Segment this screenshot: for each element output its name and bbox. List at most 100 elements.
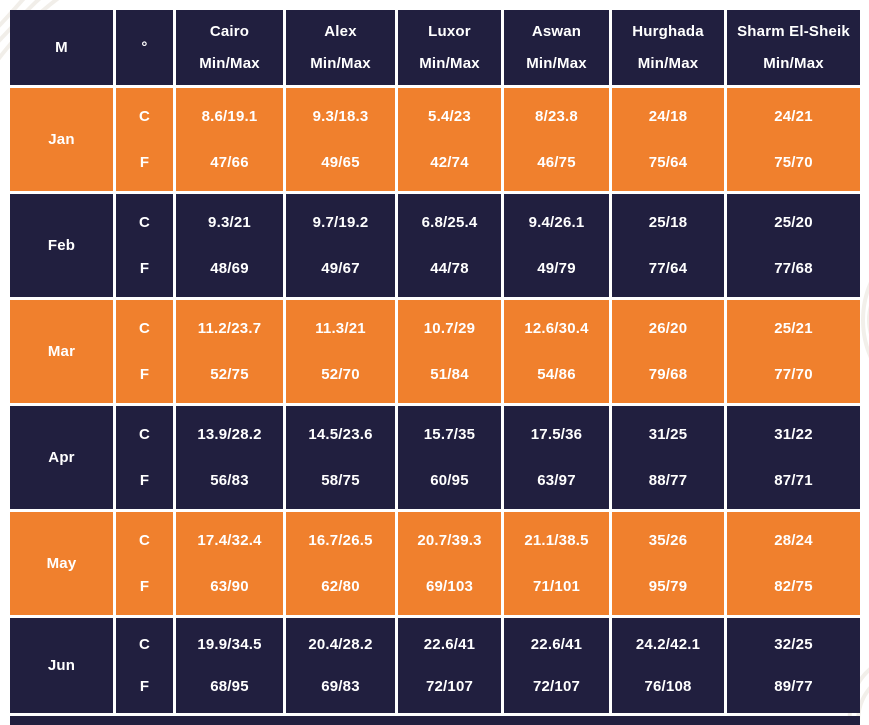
temperature-cell: 16.7/26.5 62/80 [286, 512, 395, 615]
temperature-cell: 9.3/21 48/69 [176, 194, 283, 297]
fahrenheit-min-max-value: 82/75 [774, 577, 813, 595]
fahrenheit-min-max-value: 44/78 [430, 259, 469, 277]
celsius-min-max-value: 5.4/23 [428, 108, 471, 126]
fahrenheit-min-max-value: 75/64 [648, 153, 688, 171]
celsius-label: C [138, 426, 151, 444]
celsius-min-max-value: 35/26 [648, 532, 688, 550]
fahrenheit-min-max-value: 87/71 [774, 471, 813, 489]
temperature-cell: 24.2/42.1 76/108 [612, 618, 724, 713]
min-max-label: Min/Max [763, 54, 824, 72]
celsius-min-max-value: 32/25 [774, 636, 813, 654]
header-city-cell: Hurghada Min/Max [612, 10, 724, 85]
celsius-min-max-value: 31/22 [774, 426, 813, 444]
fahrenheit-min-max-value: 51/84 [430, 365, 469, 383]
celsius-min-max-value: 24.2/42.1 [635, 636, 701, 654]
month-label: Mar [47, 343, 76, 360]
temperature-cell: 20.7/39.3 69/103 [398, 512, 501, 615]
celsius-min-max-value: 17.4/32.4 [197, 532, 262, 550]
fahrenheit-min-max-value: 58/75 [321, 471, 360, 489]
header-city-cell: Cairo Min/Max [176, 10, 283, 85]
fahrenheit-min-max-value: 88/77 [648, 471, 688, 489]
temperature-cell: 8/23.8 46/75 [504, 88, 609, 191]
header-city-cell: Luxor Min/Max [398, 10, 501, 85]
table-row: May C F 17.4/32.4 63/90 16.7/26.5 62/80 … [10, 512, 860, 615]
fahrenheit-min-max-value: 77/68 [774, 259, 813, 277]
fahrenheit-min-max-value: 71/101 [532, 577, 581, 595]
fahrenheit-min-max-value: 52/75 [210, 365, 249, 383]
fahrenheit-min-max-value: 72/107 [532, 677, 581, 695]
celsius-min-max-value: 24/18 [648, 108, 688, 126]
celsius-min-max-value: 31/25 [648, 426, 688, 444]
temperature-cell: 32/25 89/77 [727, 618, 860, 713]
city-name-label: Cairo [209, 23, 250, 41]
min-max-label: Min/Max [199, 54, 260, 72]
fahrenheit-min-max-value: 49/79 [537, 259, 576, 277]
month-cell: Jun [10, 618, 113, 713]
header-month-label: M [55, 39, 68, 56]
temperature-cell: 19.9/34.5 68/95 [176, 618, 283, 713]
celsius-min-max-value: 10.7/29 [423, 320, 476, 338]
city-name-label: Alex [324, 23, 357, 41]
temperature-cell: 31/25 88/77 [612, 406, 724, 509]
celsius-min-max-value: 9.3/18.3 [312, 108, 369, 126]
min-max-label: Min/Max [310, 54, 371, 72]
celsius-min-max-value: 14.5/23.6 [308, 426, 373, 444]
temperature-cell: 13.9/28.2 56/83 [176, 406, 283, 509]
min-max-label: Min/Max [637, 54, 699, 72]
fahrenheit-min-max-value: 72/107 [425, 677, 474, 695]
city-name-label: Hurghada [632, 23, 704, 41]
celsius-min-max-value: 15.7/35 [423, 426, 476, 444]
month-cell: Jan [10, 88, 113, 191]
temperature-cell: 17.5/36 63/97 [504, 406, 609, 509]
month-label: Jun [47, 657, 76, 674]
fahrenheit-label: F [139, 577, 150, 595]
celsius-min-max-value: 9.7/19.2 [312, 214, 369, 232]
celsius-min-max-value: 6.8/25.4 [421, 214, 478, 232]
header-city-cell: Aswan Min/Max [504, 10, 609, 85]
temperature-cell: 35/26 95/79 [612, 512, 724, 615]
temperature-cell: 24/18 75/64 [612, 88, 724, 191]
celsius-min-max-value: 26/20 [648, 320, 688, 338]
temperature-cell: 17.4/32.4 63/90 [176, 512, 283, 615]
min-max-label: Min/Max [526, 54, 587, 72]
fahrenheit-min-max-value: 56/83 [210, 471, 249, 489]
temperature-cell: 31/22 87/71 [727, 406, 860, 509]
fahrenheit-min-max-value: 63/97 [537, 471, 576, 489]
temperature-cell: 25/20 77/68 [727, 194, 860, 297]
celsius-min-max-value: 11.2/23.7 [197, 320, 262, 338]
table-row: Jan C F 8.6/19.1 47/66 9.3/18.3 49/65 5.… [10, 88, 860, 191]
unit-cell: C F [116, 512, 173, 615]
celsius-label: C [138, 636, 151, 654]
fahrenheit-min-max-value: 68/95 [210, 677, 249, 695]
fahrenheit-min-max-value: 77/70 [774, 365, 813, 383]
celsius-min-max-value: 19.9/34.5 [197, 636, 262, 654]
unit-cell: C F [116, 406, 173, 509]
month-label: Jan [48, 131, 75, 148]
celsius-min-max-value: 17.5/36 [530, 426, 583, 444]
fahrenheit-label: F [139, 365, 150, 383]
celsius-min-max-value: 22.6/41 [423, 636, 476, 654]
header-degree-symbol: ° [141, 39, 148, 56]
temperature-cell: 20.4/28.2 69/83 [286, 618, 395, 713]
celsius-min-max-value: 21.1/38.5 [524, 532, 589, 550]
celsius-min-max-value: 8.6/19.1 [201, 108, 258, 126]
celsius-min-max-value: 20.7/39.3 [417, 532, 482, 550]
temperature-cell: 21.1/38.5 71/101 [504, 512, 609, 615]
unit-cell: C F [116, 300, 173, 403]
fahrenheit-min-max-value: 79/68 [648, 365, 688, 383]
temperature-cell: 26/20 79/68 [612, 300, 724, 403]
min-max-label: Min/Max [419, 54, 480, 72]
fahrenheit-min-max-value: 69/103 [425, 577, 474, 595]
fahrenheit-label: F [139, 153, 150, 171]
table-row: Mar C F 11.2/23.7 52/75 11.3/21 52/70 10… [10, 300, 860, 403]
temperature-table: M ° Cairo Min/Max Alex Min/Max Luxor Min… [10, 10, 860, 725]
celsius-min-max-value: 11.3/21 [315, 320, 366, 338]
table-row: Apr C F 13.9/28.2 56/83 14.5/23.6 58/75 … [10, 406, 860, 509]
fahrenheit-min-max-value: 95/79 [648, 577, 688, 595]
fahrenheit-min-max-value: 48/69 [210, 259, 249, 277]
table-body: Jan C F 8.6/19.1 47/66 9.3/18.3 49/65 5.… [10, 88, 860, 713]
month-label: May [46, 555, 77, 572]
fahrenheit-min-max-value: 63/90 [210, 577, 249, 595]
fahrenheit-min-max-value: 60/95 [430, 471, 469, 489]
table-row: Feb C F 9.3/21 48/69 9.7/19.2 49/67 6.8/… [10, 194, 860, 297]
